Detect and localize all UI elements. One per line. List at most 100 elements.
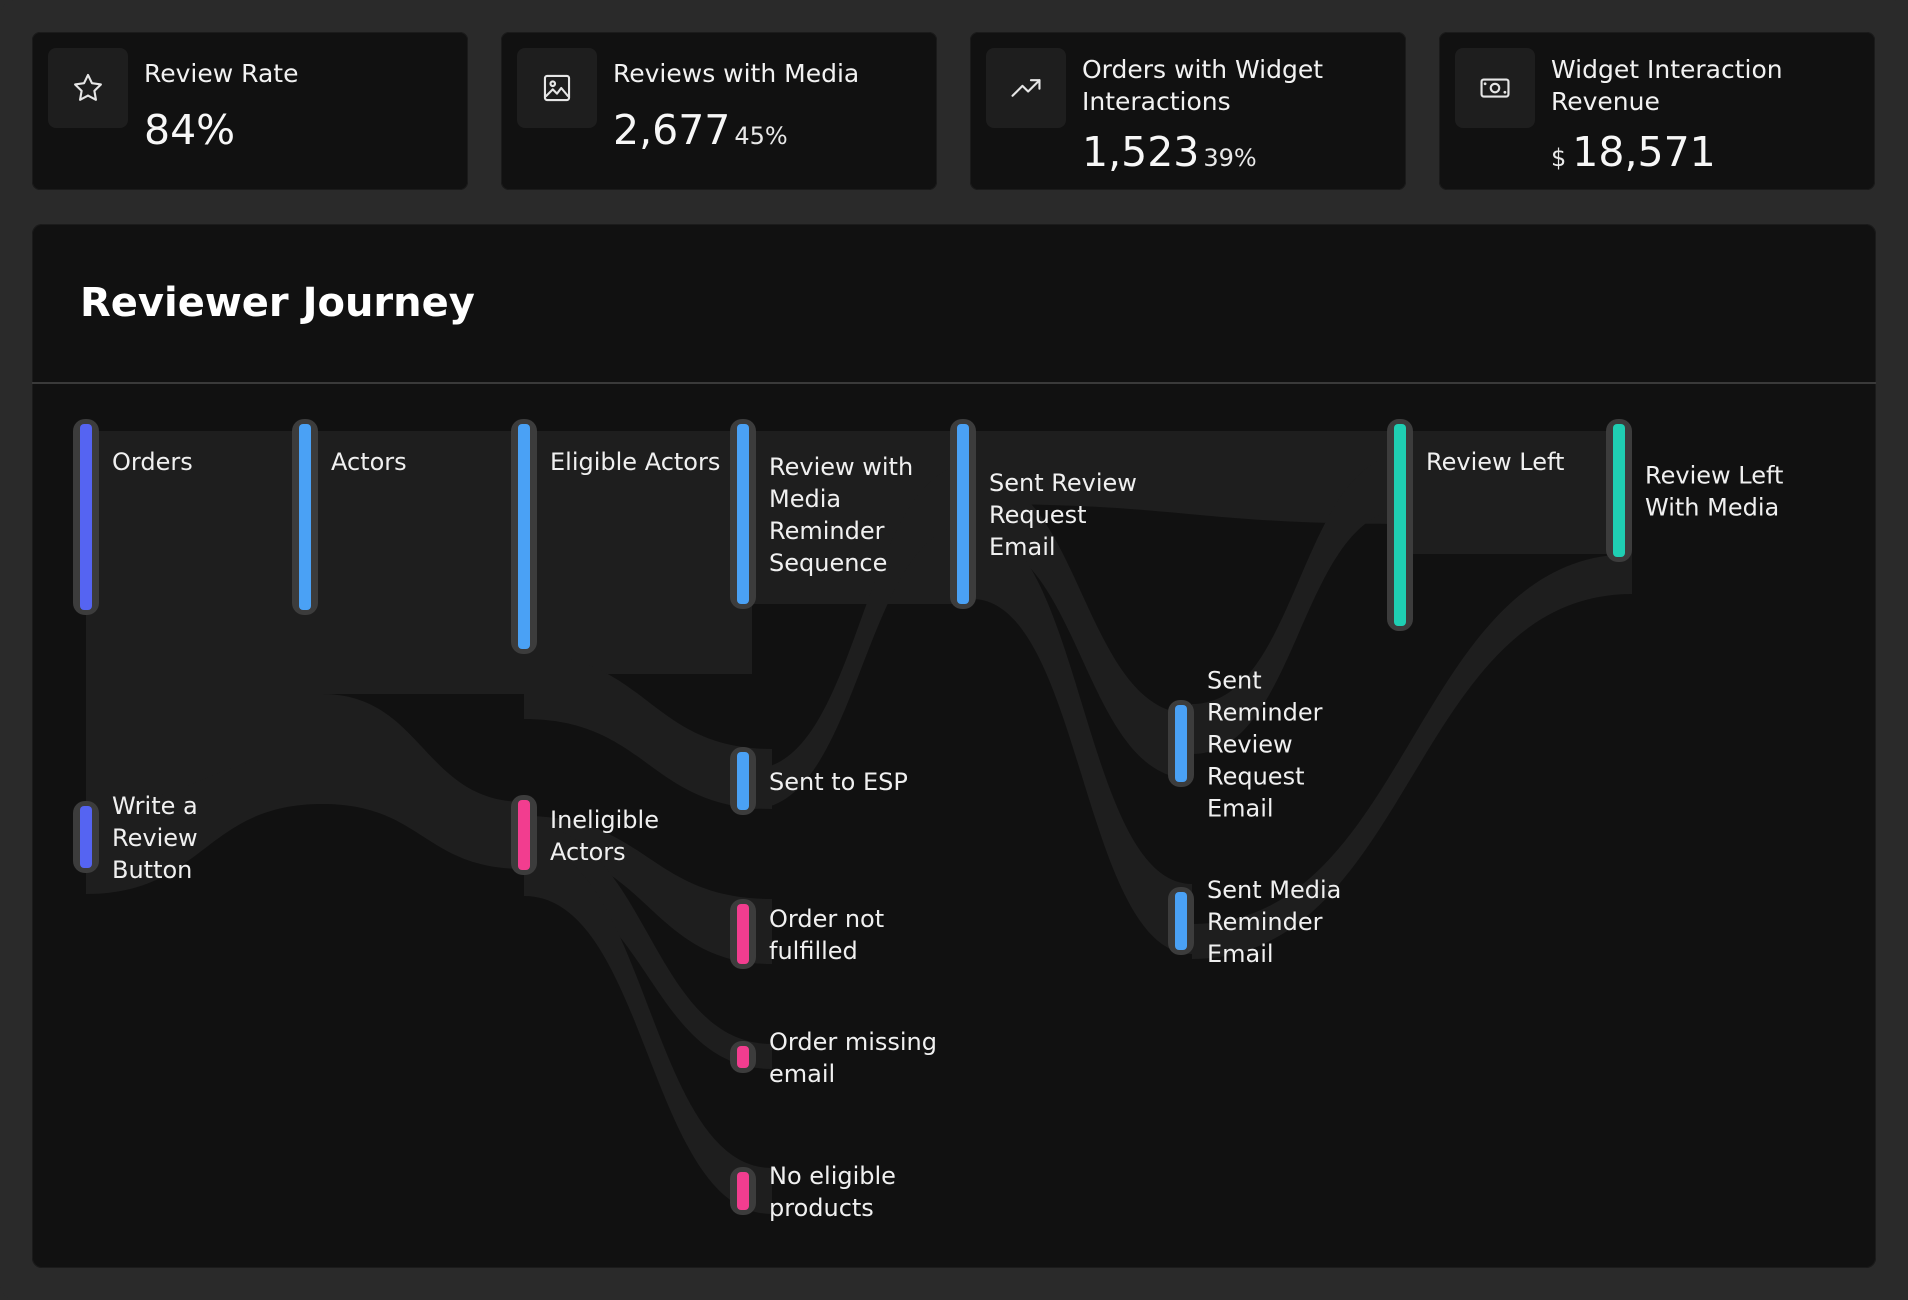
kpi-value: 2,677 45% <box>613 106 788 154</box>
node-label: Write a Review Button <box>112 792 198 884</box>
journey-flow <box>524 654 772 809</box>
kpi-value: $18,571 <box>1551 128 1716 176</box>
node-label-line: Reminder <box>1207 699 1323 727</box>
kpi-percent: 39% <box>1203 144 1257 172</box>
node-label-line: Ineligible <box>550 806 659 834</box>
journey-flow <box>322 694 524 869</box>
journey-flow <box>972 474 1192 779</box>
kpi-card-review-rate[interactable]: Review Rate 84% <box>32 32 468 190</box>
node-label-line: Orders <box>112 448 193 476</box>
kpi-card-reviews-with-media[interactable]: Reviews with Media 2,677 45% <box>501 32 937 190</box>
node-label-line: Button <box>112 856 192 884</box>
node-label-line: Reminder <box>1207 908 1323 936</box>
node-label: Review Left With Media <box>1645 462 1783 522</box>
node-label-line: Sent <box>1207 667 1262 695</box>
journey-node-not-fulfilled[interactable]: Order not fulfilled <box>730 899 884 969</box>
node-label-line: email <box>769 1060 835 1088</box>
node-bar <box>80 424 92 610</box>
node-label-line: Review Left <box>1645 462 1783 490</box>
node-bar <box>957 424 969 604</box>
journey-node-write-review[interactable]: Write a Review Button <box>73 792 198 884</box>
journey-flow <box>86 431 322 804</box>
journey-flow <box>752 431 972 604</box>
node-label-line: Sent to ESP <box>769 768 908 796</box>
star-icon <box>48 48 128 128</box>
node-label-line: Order not <box>769 905 884 933</box>
node-label-line: Request <box>989 501 1087 529</box>
node-bar <box>737 1046 749 1068</box>
node-label: Review with Media Reminder Sequence <box>769 453 913 577</box>
node-label-line: Media <box>769 485 841 513</box>
journey-node-esp[interactable]: Sent to ESP <box>730 747 908 815</box>
node-bar <box>1175 705 1187 782</box>
journey-node-review-left[interactable]: Review Left <box>1387 419 1564 631</box>
node-label-line: Actors <box>331 448 407 476</box>
panel-title: Reviewer Journey <box>80 280 475 326</box>
node-label-line: Eligible Actors <box>550 448 720 476</box>
journey-node-ineligible[interactable]: Ineligible Actors <box>511 795 659 875</box>
node-label-line: Sent Media <box>1207 876 1341 904</box>
kpi-label: Widget Interaction Revenue <box>1551 55 1783 116</box>
journey-node-eligible[interactable]: Eligible Actors <box>511 419 720 654</box>
journey-node-media-seq[interactable]: Review with Media Reminder Sequence <box>730 419 913 609</box>
banknote-icon <box>1455 48 1535 128</box>
kpi-currency: $ <box>1551 144 1567 172</box>
node-label: No eligible products <box>769 1162 896 1222</box>
kpi-card-orders-with-widget-interactions[interactable]: Orders with Widget Interactions 1,523 39% <box>970 32 1406 190</box>
journey-flow <box>524 431 752 674</box>
node-label-line: No eligible <box>769 1162 896 1190</box>
journey-node-actors[interactable]: Actors <box>292 419 407 615</box>
node-label-line: Email <box>1207 940 1274 968</box>
node-label: Sent Reminder Review Request Email <box>1207 667 1323 823</box>
journey-node-missing-email[interactable]: Order missing email <box>730 1028 937 1088</box>
node-bar <box>1175 892 1187 950</box>
node-bar <box>1394 424 1406 626</box>
journey-node-orders[interactable]: Orders <box>73 419 193 615</box>
journey-flow <box>972 524 1192 954</box>
journey-node-sent-request[interactable]: Sent Review Request Email <box>950 419 1137 609</box>
node-bar <box>80 806 92 868</box>
node-label-line: products <box>769 1194 874 1222</box>
node-bar <box>737 752 749 810</box>
node-label-line: Review <box>1207 731 1293 759</box>
divider <box>32 382 1876 384</box>
reviewer-journey-panel: Reviewer Journey Orders Write a Review Butt… <box>32 224 1876 1268</box>
node-label: Sent to ESP <box>769 768 908 796</box>
journey-flow <box>1407 431 1632 554</box>
node-bar <box>1613 424 1625 557</box>
kpi-percent: 45% <box>734 122 788 150</box>
journey-flow <box>1192 454 1407 754</box>
kpi-label: Review Rate <box>144 59 299 88</box>
journey-node-sent-reminder[interactable]: Sent Reminder Review Request Email <box>1168 667 1323 823</box>
node-label-line: Request <box>1207 763 1305 791</box>
node-label-line: Review Left <box>1426 448 1564 476</box>
node-label: Order not fulfilled <box>769 905 884 965</box>
kpi-value: 84% <box>144 106 236 154</box>
journey-node-sent-media-reminder[interactable]: Sent Media Reminder Email <box>1168 876 1341 968</box>
journey-sankey: Orders Write a Review Button Actors Eligible … <box>73 419 1783 1222</box>
kpi-card-widget-interaction-revenue[interactable]: Widget Interaction Revenue $18,571 <box>1439 32 1875 190</box>
node-bar <box>737 424 749 604</box>
node-label: Orders <box>112 448 193 476</box>
node-label-line: Order missing <box>769 1028 937 1056</box>
node-label-line: Sent Review <box>989 469 1137 497</box>
node-label: Sent Review Request Email <box>989 469 1137 561</box>
node-bar <box>299 424 311 610</box>
node-label-line: Actors <box>550 838 626 866</box>
journey-node-review-media[interactable]: Review Left With Media <box>1606 419 1783 562</box>
node-label-line: Sequence <box>769 549 887 577</box>
node-label: Order missing email <box>769 1028 937 1088</box>
journey-flow <box>972 431 1407 524</box>
journey-node-no-products[interactable]: No eligible products <box>730 1162 896 1222</box>
trending-up-icon <box>986 48 1066 128</box>
node-label-line: fulfilled <box>769 937 858 965</box>
node-label: Actors <box>331 448 407 476</box>
journey-flow <box>524 844 772 1214</box>
node-label: Sent Media Reminder Email <box>1207 876 1341 968</box>
node-label-line: Review <box>112 824 198 852</box>
node-label: Review Left <box>1426 448 1564 476</box>
node-label-line: Reminder <box>769 517 885 545</box>
kpi-label: Reviews with Media <box>613 59 860 88</box>
node-bar <box>737 1172 749 1210</box>
